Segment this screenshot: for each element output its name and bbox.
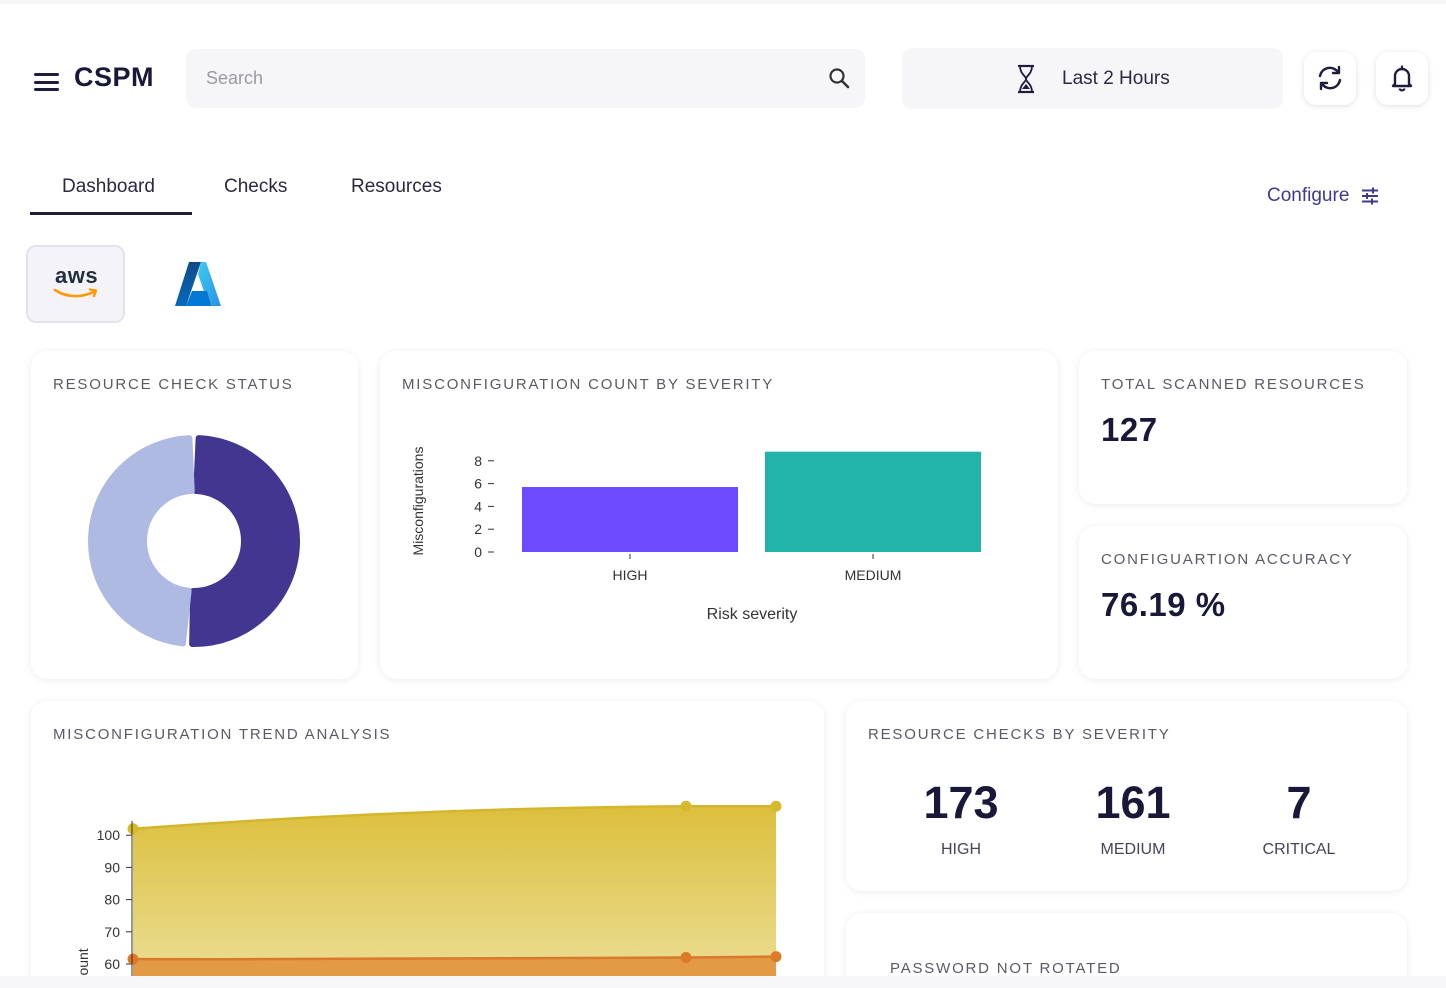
line-series-2	[132, 955, 777, 961]
y-tick-label: 6	[474, 476, 482, 492]
y-axis-label: Misconfigurations	[410, 447, 426, 556]
x-tick-label: MEDIUM	[845, 567, 902, 583]
area-series-2	[133, 956, 776, 976]
refresh-icon	[1318, 65, 1342, 91]
donut-slice	[189, 435, 300, 647]
bar-high	[522, 487, 738, 552]
y-tick-label: 70	[104, 924, 120, 940]
time-range-selector[interactable]: Last 2 Hours	[902, 48, 1283, 109]
misconfig-bar-chart: 0 2 4 6 8 HIGH MEDIUM Risk severity Misconfigura…	[410, 447, 981, 623]
area-series-1	[133, 806, 776, 976]
card-title: RESOURCE CHECK STATUS	[53, 376, 294, 393]
search-icon[interactable]	[827, 66, 851, 90]
bell-icon	[1391, 65, 1413, 92]
card-title: MISCONFIGURATION COUNT BY SEVERITY	[402, 376, 775, 393]
severity-label: HIGH	[941, 841, 981, 858]
config-accuracy-card: CONFIGUARTION ACCURACY 76.19 %	[1079, 526, 1407, 679]
config-accuracy-value: 76.19 %	[1101, 586, 1226, 623]
total-scanned-value: 127	[1101, 411, 1158, 448]
menu-icon[interactable]	[34, 73, 59, 91]
y-tick-label: 80	[104, 892, 120, 908]
password-not-rotated-card: PASSWORD NOT ROTATED	[846, 913, 1407, 976]
total-scanned-card: TOTAL SCANNED RESOURCES 127	[1079, 351, 1407, 504]
active-tab-indicator	[30, 212, 192, 215]
card-title: PASSWORD NOT ROTATED	[890, 960, 1122, 976]
tab-dashboard[interactable]: Dashboard	[62, 176, 155, 197]
refresh-button[interactable]	[1304, 52, 1356, 105]
severity-label: CRITICAL	[1262, 841, 1336, 858]
configure-label: Configure	[1267, 185, 1350, 206]
data-point	[127, 823, 139, 835]
severity-high: 173 HIGH	[901, 777, 1021, 859]
donut-slice	[88, 435, 195, 647]
x-axis-label: Risk severity	[707, 606, 798, 623]
card-title: MISCONFIGURATION TREND ANALYSIS	[53, 726, 392, 743]
y-tick-label: 90	[104, 859, 120, 875]
search-input[interactable]	[206, 49, 806, 108]
severity-label: MEDIUM	[1100, 841, 1166, 858]
checks-by-severity-card: RESOURCE CHECKS BY SEVERITY 173 HIGH 161…	[846, 701, 1407, 891]
y-tick-label: 60	[104, 956, 120, 972]
tab-checks[interactable]: Checks	[224, 176, 288, 197]
card-title: CONFIGUARTION ACCURACY	[1101, 551, 1354, 568]
resource-check-status-card: RESOURCE CHECK STATUS	[31, 351, 358, 679]
tab-resources[interactable]: Resources	[351, 176, 442, 197]
resource-check-donut-chart	[88, 435, 300, 647]
configure-button[interactable]: Configure	[1267, 185, 1379, 207]
y-tick-label: 2	[474, 521, 482, 537]
data-point	[770, 951, 782, 963]
data-point	[680, 800, 692, 812]
card-title: RESOURCE CHECKS BY SEVERITY	[868, 726, 1171, 743]
severity-count: 7	[1286, 777, 1312, 828]
severity-count: 173	[923, 777, 999, 828]
bar-medium	[765, 451, 981, 552]
notifications-button[interactable]	[1376, 52, 1428, 105]
time-range-label: Last 2 Hours	[1062, 68, 1170, 89]
provider-aws[interactable]: aws	[26, 245, 125, 323]
y-tick-label: 8	[474, 453, 482, 469]
severity-critical: 7 CRITICAL	[1239, 777, 1359, 859]
y-axis-label: Count	[75, 948, 91, 976]
search-bar	[186, 49, 865, 108]
data-point	[127, 953, 139, 965]
trend-analysis-card: MISCONFIGURATION TREND ANALYSIS 60 70 80 90…	[31, 701, 824, 976]
x-tick-label: HIGH	[613, 567, 648, 583]
y-tick-label: 100	[97, 827, 121, 843]
page: CSPM Last 2 Hours Dashboard	[0, 4, 1446, 976]
app-title: CSPM	[74, 62, 155, 92]
severity-medium: 161 MEDIUM	[1073, 777, 1193, 859]
aws-smile-icon	[53, 288, 98, 298]
azure-logo-icon[interactable]	[172, 260, 224, 308]
y-tick-label: 4	[474, 498, 482, 514]
severity-count: 161	[1095, 777, 1171, 828]
line-series-1	[132, 804, 776, 831]
data-point	[680, 952, 692, 964]
trend-area-chart: 60 70 80 90 100 Count	[75, 800, 782, 976]
hourglass-icon	[1018, 64, 1034, 94]
sliders-icon	[1362, 187, 1379, 205]
card-title: TOTAL SCANNED RESOURCES	[1101, 376, 1366, 393]
misconfig-severity-card: MISCONFIGURATION COUNT BY SEVERITY 0 2 4 6 8…	[380, 351, 1058, 679]
aws-logo: aws	[55, 263, 99, 288]
y-tick-label: 0	[474, 544, 482, 560]
data-point	[770, 800, 782, 812]
